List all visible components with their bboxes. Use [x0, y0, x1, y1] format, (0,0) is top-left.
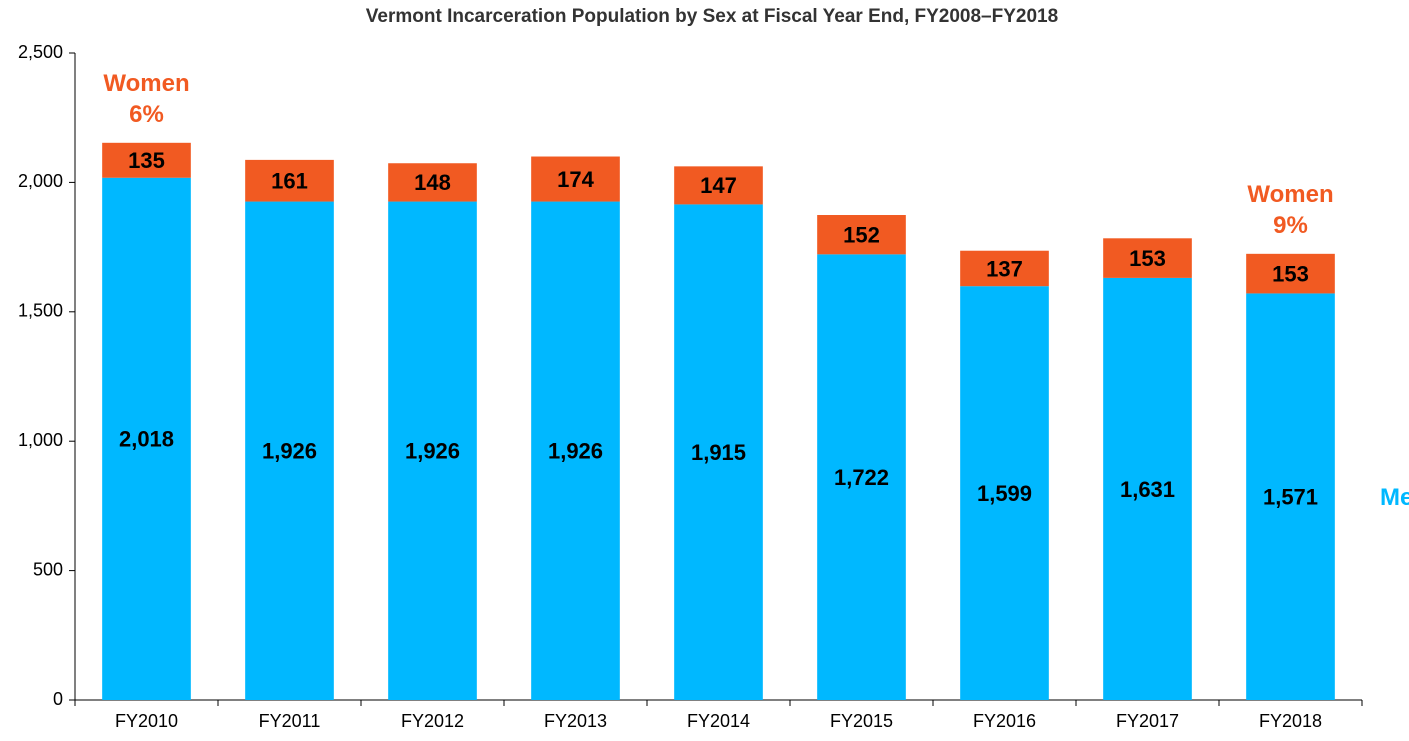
- x-tick-label: FY2011: [259, 711, 321, 731]
- value-label: 1,599: [977, 481, 1032, 506]
- value-label: 1,926: [405, 439, 460, 464]
- bar-segment: [102, 142, 191, 178]
- bar-segment: [245, 159, 334, 202]
- value-label: 1,722: [834, 465, 889, 490]
- chart-title: Vermont Incarceration Population by Sex …: [366, 6, 1058, 27]
- x-tick-label: FY2015: [830, 711, 893, 731]
- value-label: 1,926: [262, 439, 317, 464]
- bar-segment: [960, 286, 1049, 700]
- x-tick-label: FY2012: [401, 711, 464, 731]
- value-label: 174: [557, 167, 594, 192]
- bar-segment: [1103, 238, 1192, 278]
- value-label: 2,018: [119, 427, 174, 452]
- bar-segment: [1246, 253, 1335, 294]
- annotation: Women: [1247, 181, 1333, 208]
- value-label: 135: [128, 148, 165, 173]
- value-label: 1,631: [1120, 477, 1175, 502]
- y-tick-label: 500: [33, 559, 63, 579]
- bar-segment: [1246, 293, 1335, 700]
- bar-segment: [245, 201, 334, 700]
- bar-segment: [531, 156, 620, 202]
- value-label: 137: [986, 256, 1023, 281]
- value-label: 152: [843, 222, 880, 247]
- x-tick-label: FY2014: [687, 711, 750, 731]
- value-label: 148: [414, 170, 451, 195]
- annotation: Women: [103, 70, 189, 97]
- value-label: 153: [1272, 261, 1309, 286]
- series-label: Men: [1380, 484, 1409, 511]
- value-label: 1,915: [691, 440, 746, 465]
- bar-segment: [388, 163, 477, 202]
- bar-segment: [817, 254, 906, 700]
- bar-segment: [388, 201, 477, 700]
- annotation: 6%: [129, 101, 164, 128]
- x-tick-label: FY2013: [544, 711, 607, 731]
- value-label: 161: [271, 169, 308, 194]
- bar-segment: [102, 177, 191, 701]
- value-label: 153: [1129, 246, 1166, 271]
- value-label: 1,926: [548, 439, 603, 464]
- bar-segment: [674, 166, 763, 205]
- y-tick-label: 2,000: [18, 171, 63, 191]
- bar-segment: [674, 204, 763, 700]
- bar-segment: [817, 215, 906, 255]
- y-tick-label: 0: [53, 689, 63, 709]
- bar-segment: [1103, 277, 1192, 700]
- x-tick-label: FY2016: [973, 711, 1036, 731]
- y-tick-label: 1,000: [18, 430, 63, 450]
- y-tick-label: 1,500: [18, 301, 63, 321]
- x-tick-label: FY2018: [1259, 711, 1322, 731]
- bar-segment: [960, 250, 1049, 287]
- x-tick-label: FY2017: [1116, 711, 1179, 731]
- x-tick-label: FY2010: [115, 711, 178, 731]
- y-tick-label: 2,500: [18, 42, 63, 62]
- value-label: 147: [700, 173, 737, 198]
- bar-segment: [531, 201, 620, 700]
- annotation: 9%: [1273, 212, 1308, 239]
- value-label: 1,571: [1263, 485, 1318, 510]
